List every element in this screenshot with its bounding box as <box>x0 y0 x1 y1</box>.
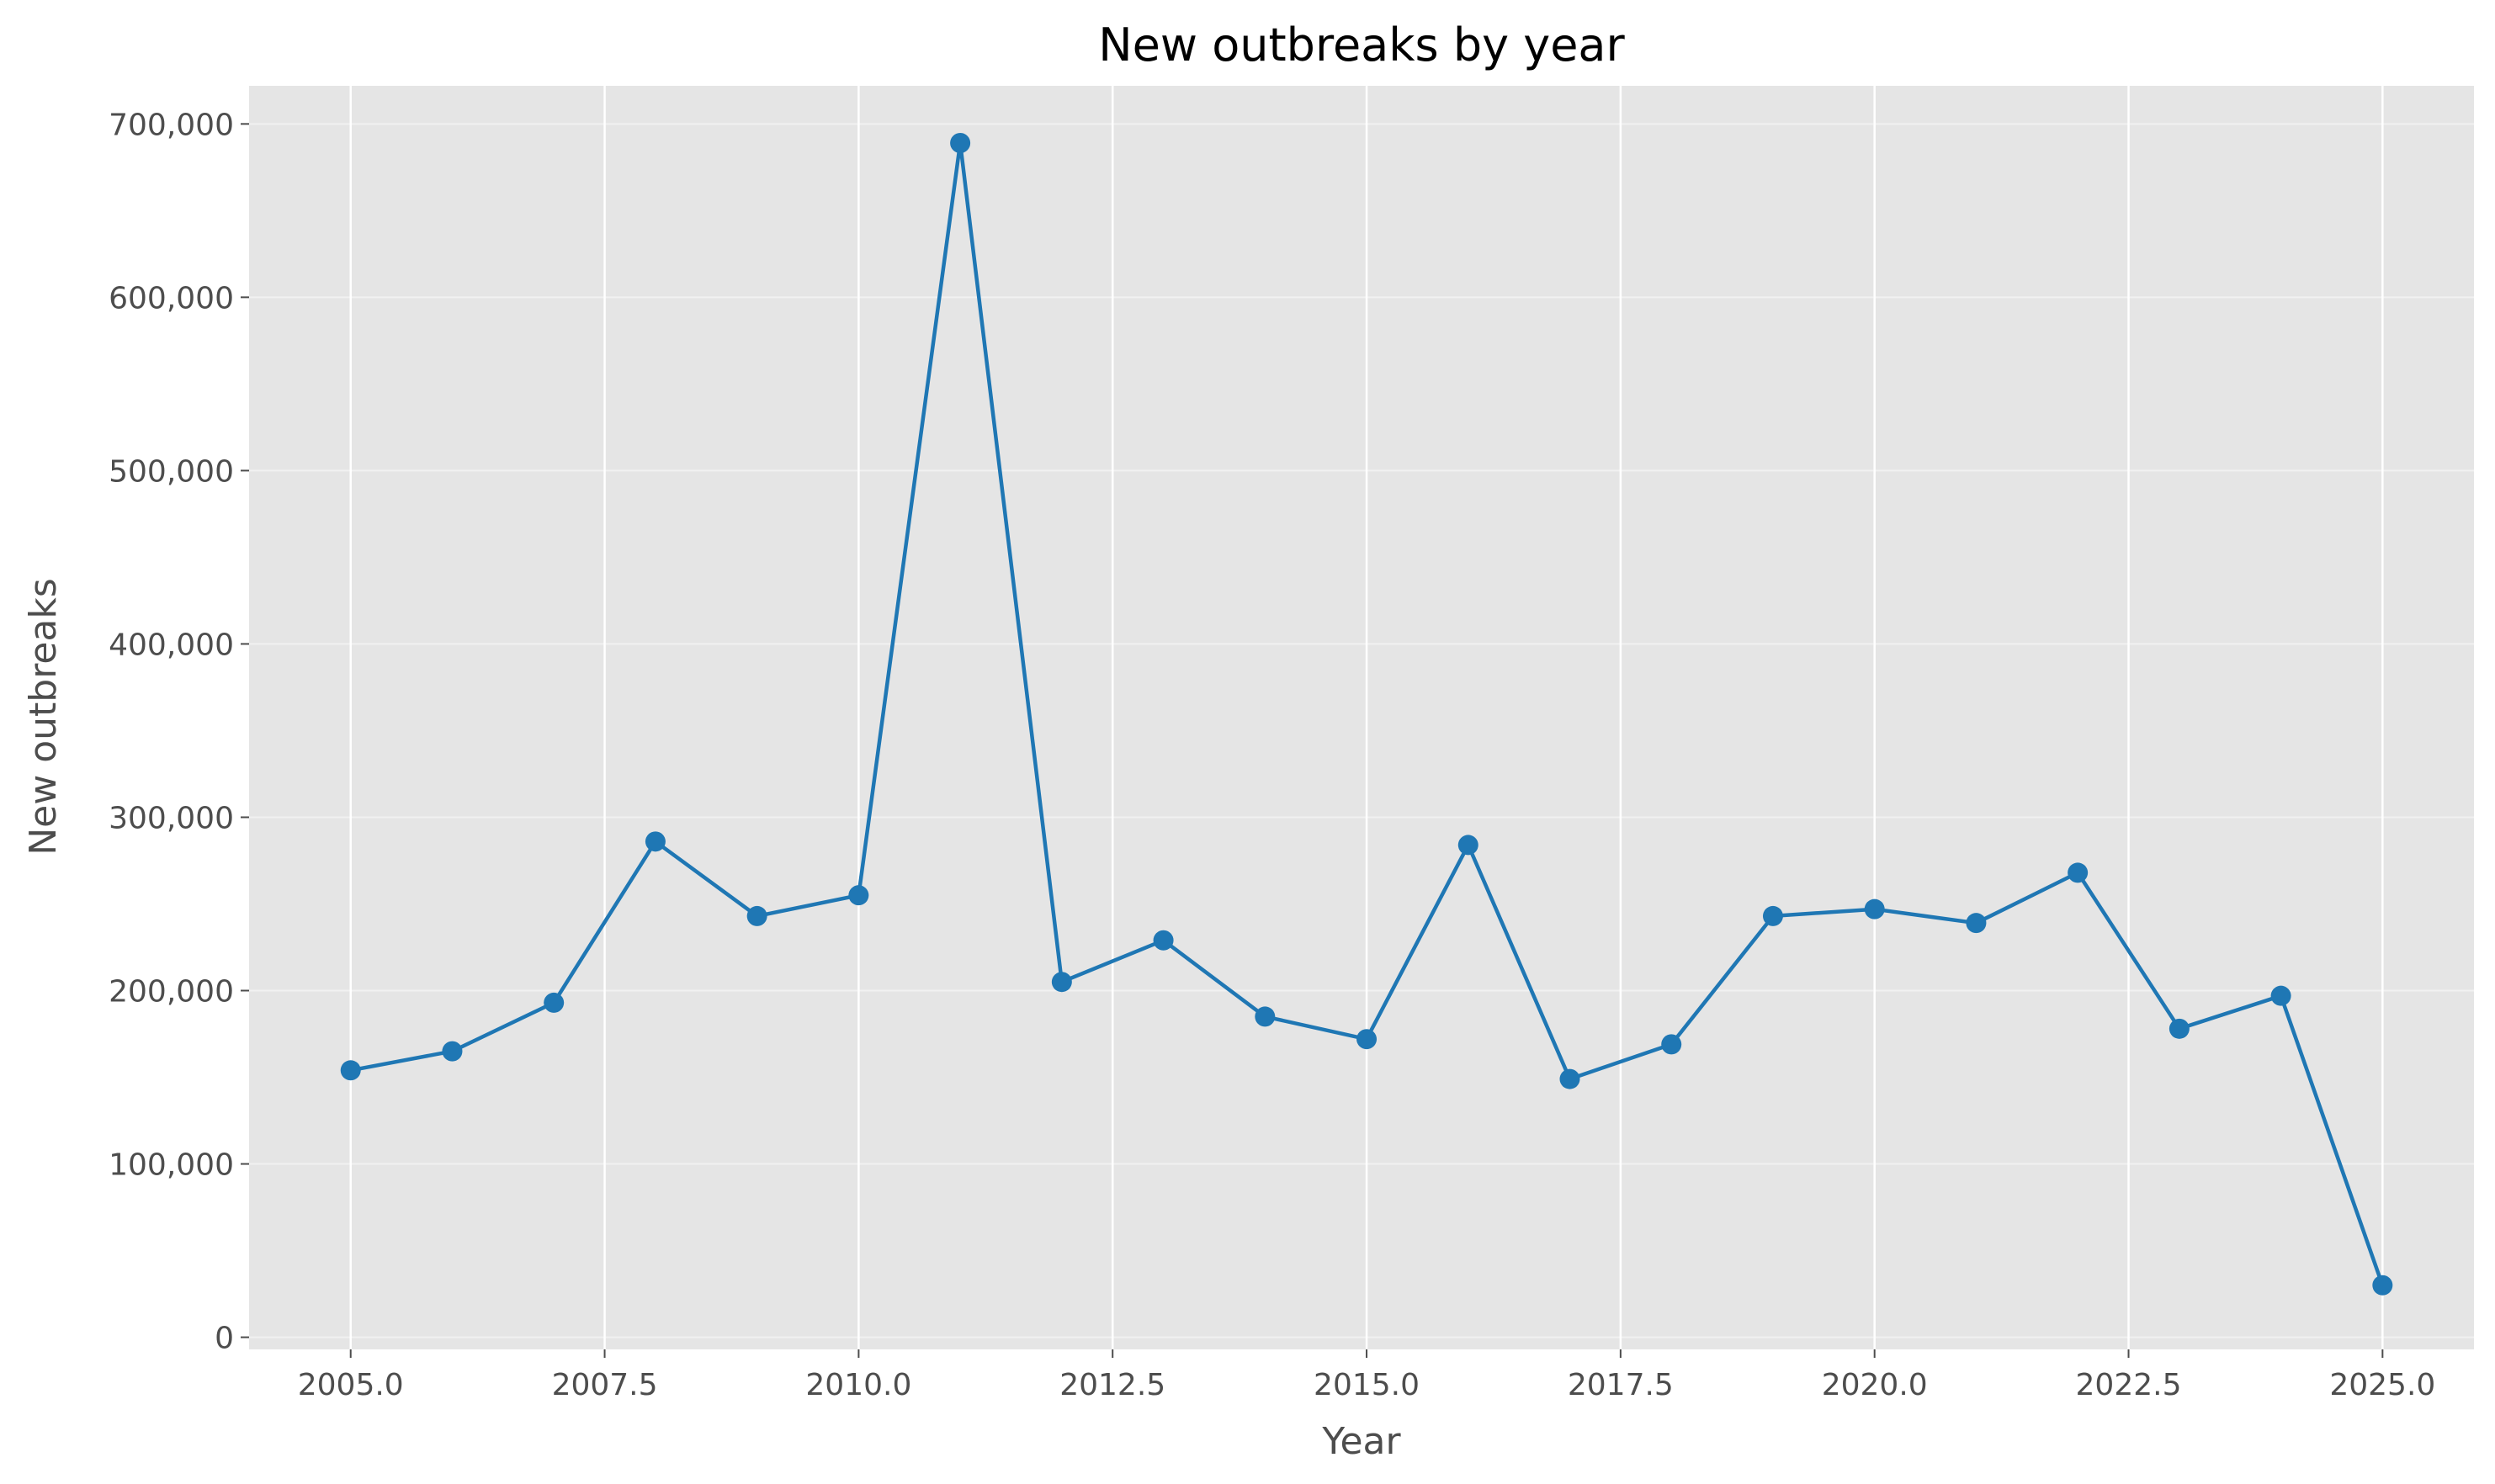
y-tick-label: 600,000 <box>109 281 234 315</box>
y-tick-label: 400,000 <box>109 628 234 662</box>
data-point <box>1966 913 1987 934</box>
y-tick-label: 100,000 <box>109 1148 234 1183</box>
x-tick-label: 2007.5 <box>552 1368 658 1402</box>
data-point <box>1864 898 1885 920</box>
chart-title: New outbreaks by year <box>1098 19 1625 72</box>
y-tick-label: 300,000 <box>109 801 234 835</box>
y-tick-label: 500,000 <box>109 454 234 489</box>
y-axis-ticks: 0 100,000 200,000 300,000 400,000 500,000 600,… <box>109 108 249 1356</box>
x-tick-label: 2020.0 <box>1822 1368 1928 1402</box>
data-point <box>442 1041 463 1062</box>
data-point <box>746 905 767 926</box>
data-point <box>1255 1006 1276 1027</box>
data-point <box>2169 1018 2190 1039</box>
data-point <box>1356 1029 1378 1050</box>
data-point <box>950 132 971 153</box>
y-tick-label: 0 <box>215 1322 234 1356</box>
data-point <box>1457 835 1478 856</box>
x-grid <box>349 86 2384 1349</box>
y-tick-label: 200,000 <box>109 975 234 1010</box>
y-tick-label: 700,000 <box>109 108 234 142</box>
data-point <box>1762 905 1783 926</box>
x-tick-label: 2025.0 <box>2329 1368 2435 1402</box>
x-tick-label: 2005.0 <box>298 1368 404 1402</box>
x-axis-label: Year <box>1321 1420 1401 1463</box>
data-point <box>1051 972 1072 993</box>
x-tick-label: 2022.5 <box>2076 1368 2182 1402</box>
data-point <box>1559 1068 1580 1089</box>
data-point <box>848 885 869 906</box>
y-axis-label: New outbreaks <box>22 578 65 856</box>
data-point <box>2068 862 2089 883</box>
data-point <box>2372 1275 2393 1296</box>
data-point <box>544 992 565 1013</box>
data-point <box>1153 930 1174 951</box>
x-tick-label: 2010.0 <box>805 1368 911 1402</box>
x-tick-label: 2012.5 <box>1059 1368 1165 1402</box>
plot-area <box>249 86 2474 1349</box>
data-point <box>340 1060 361 1081</box>
data-point <box>645 831 666 852</box>
x-axis-ticks: 2005.0 2007.5 2010.0 2012.5 2015.0 2017.5 2020… <box>298 1349 2435 1402</box>
data-point <box>1661 1034 1682 1055</box>
data-points <box>340 132 2393 1296</box>
x-tick-label: 2015.0 <box>1314 1368 1420 1402</box>
y-grid <box>249 123 2474 1338</box>
data-point <box>2270 985 2291 1006</box>
x-tick-label: 2017.5 <box>1568 1368 1674 1402</box>
